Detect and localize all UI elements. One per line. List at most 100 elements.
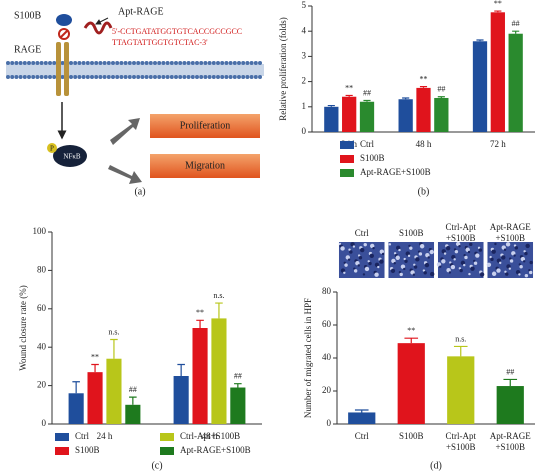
lipid-head [22,75,27,79]
lipid-head [127,61,132,65]
legend-swatch [340,169,354,177]
lipid-head [132,75,136,79]
lipid-head [216,61,220,65]
image-label: S100B [399,228,424,238]
error-bar [404,337,419,344]
lipid-head [232,75,237,79]
lipid-head [220,75,225,79]
micrograph-speck [523,250,526,253]
x-tick-label: Ctrl [355,431,370,441]
x-tick-label: Ctrl-Apt +S100B [446,431,477,452]
micrograph-speck [413,265,418,269]
lipid-head [245,61,250,65]
micrograph-speck [415,257,420,262]
micrograph-speck [399,272,403,277]
lipid-head [153,61,157,65]
block-icon [58,28,70,40]
lipid-head [111,61,115,65]
lipid-head [69,75,73,79]
lipid-head [186,75,191,79]
lipid-head [18,61,23,65]
y-tick-label: 80 [322,286,332,296]
micrograph-speck [353,267,356,270]
lipid-head [39,75,44,79]
micrograph-speck [429,249,434,255]
lipid-head [127,75,132,79]
lipid-head [199,61,204,65]
y-axis-label: Relative proliferation (folds) [278,17,288,120]
bar [398,99,413,132]
y-tick-label: 80 [37,264,47,274]
micrograph-speck [529,260,533,265]
lipid-head [228,75,233,79]
micrograph-speck [347,258,351,261]
aptamer-arrow [95,17,109,25]
micrograph-speck [524,251,528,256]
micrograph-speck [518,273,521,276]
y-tick-label: 20 [322,385,332,395]
micrograph-speck [453,258,456,261]
significance-label: ** [494,0,502,8]
lipid-head [186,61,191,65]
legend-label: Ctrl-Apt+S100B [180,431,240,441]
micrograph-speck [470,266,475,271]
legend-swatch [160,447,174,455]
error-bar [327,104,335,107]
micrograph-speck [441,259,446,264]
y-tick-label: 60 [37,303,47,313]
lipid-head [207,75,212,79]
y-axis-label: Number of migrated cells in HPF [303,298,313,418]
lipid-head [22,61,27,65]
legend-swatch [340,141,354,149]
lipid-head [232,61,237,65]
bar [211,318,227,424]
lipid-head [144,75,149,79]
x-tick-label: 72 h [490,139,506,149]
significance-label: ## [129,385,137,394]
image-label: Apt-RAGE +S100B [490,222,531,243]
bar [434,97,449,132]
bar [508,33,523,132]
block-line [59,29,69,39]
micrograph-speck [513,254,516,257]
error-bar [215,302,223,319]
micrograph-speck [398,270,402,274]
error-bar [512,30,520,34]
micrograph-speck [519,265,523,269]
lipid-head [60,61,65,65]
significance-label: n.s. [213,291,224,300]
error-bar [354,409,369,413]
lipid-head [123,75,128,79]
lipid-head [48,61,52,65]
outcome-arrow [110,118,140,145]
x-tick-label: 24 h [97,431,113,441]
micrograph-speck [349,250,353,254]
lipid-head [119,75,124,79]
micrograph-speck [344,263,348,267]
outcome-arrow [108,165,142,184]
lipid-head [14,61,19,65]
legend-label: S100B [360,153,385,163]
lipid-head [18,75,23,79]
error-bar [110,338,118,359]
micrograph-speck [403,267,406,271]
micrograph-speck [454,249,459,254]
lipid-head [148,75,153,79]
lipid-head [182,75,187,79]
lipid-head [102,75,107,79]
micrograph-speck [463,263,466,267]
lipid-head [144,61,149,65]
y-tick-label: 5 [302,0,307,10]
bar [397,343,425,424]
lipid-head [6,75,10,79]
micrograph-speck [505,272,509,276]
lipid-head [6,61,10,65]
lipid-head [132,61,136,65]
x-tick-label: Apt-RAGE +S100B [490,431,531,452]
y-tick-label: 40 [322,352,332,362]
micrograph-speck [449,261,452,264]
lipid-head [161,61,166,65]
micrograph-speck [504,270,507,274]
lipid-head [182,61,187,65]
lipid-head [174,75,178,79]
